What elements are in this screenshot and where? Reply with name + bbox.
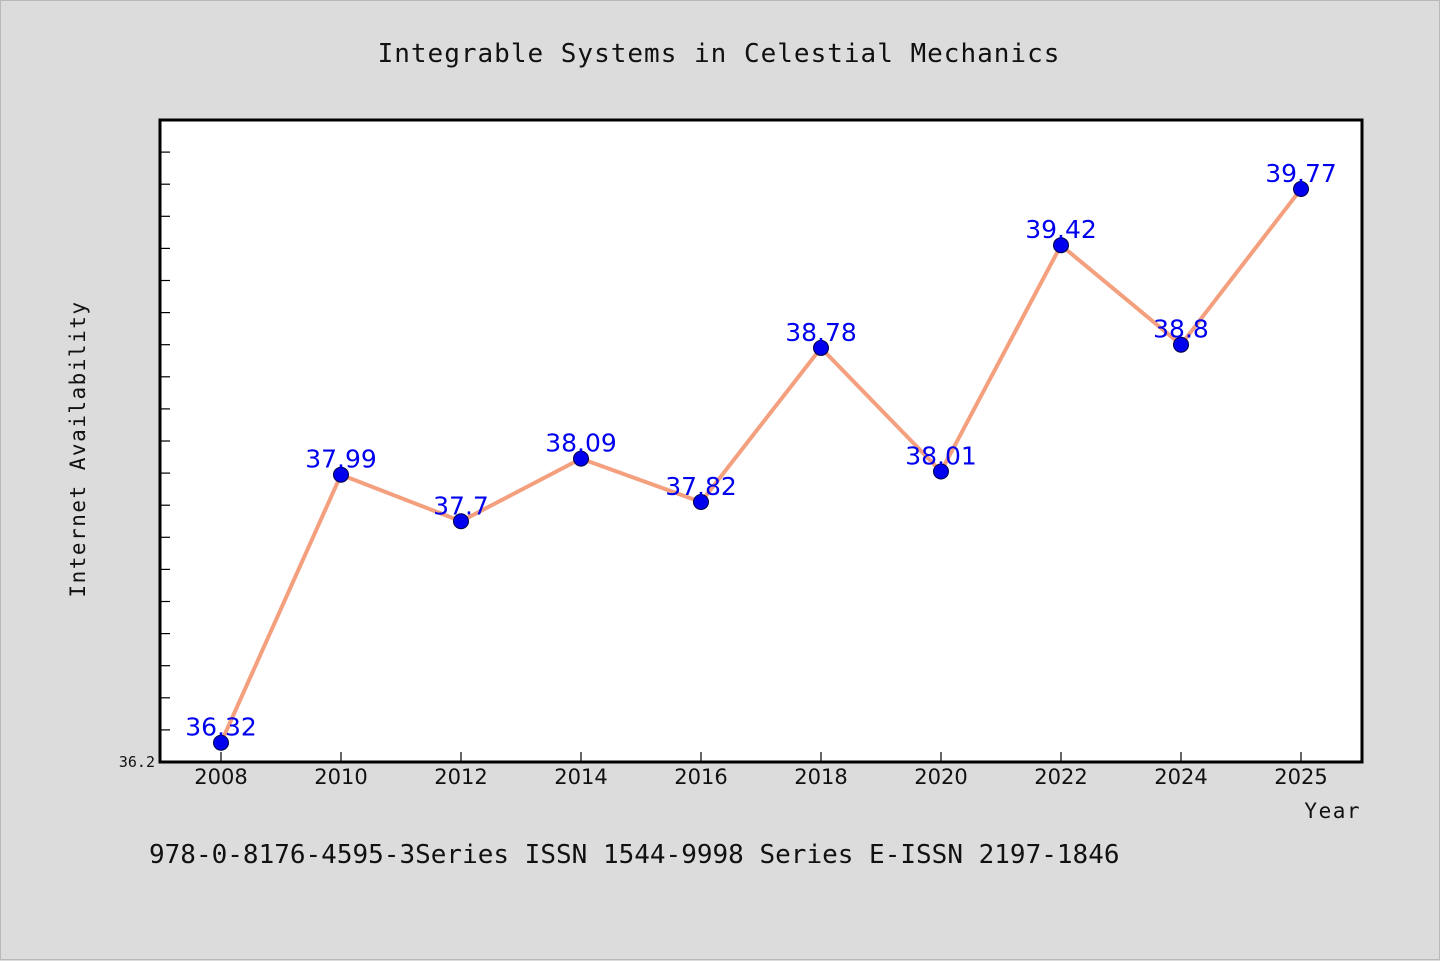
data-label: 37.99 [305, 445, 377, 474]
footer-text: 978-0-8176-4595-3Series ISSN 1544-9998 S… [149, 840, 1120, 870]
data-point [933, 463, 949, 480]
data-label: 38.78 [785, 318, 857, 347]
data-point [1053, 237, 1069, 254]
x-axis-label: Year [1304, 799, 1361, 823]
data-label: 39.42 [1025, 215, 1097, 244]
x-axis-ticks: 2008 2010 2012 2014 2016 2018 2020 2022 2024 2025 [194, 752, 1328, 789]
data-point [693, 493, 709, 510]
data-point [1173, 336, 1189, 353]
x-tick-label: 2012 [434, 765, 487, 789]
plot-area [158, 118, 1364, 764]
x-tick-label: 2020 [914, 765, 967, 789]
x-tick-label: 2010 [314, 765, 367, 789]
y-tick-label: 36.2 [119, 753, 155, 771]
chart-title: Integrable Systems in Celestial Mechanic… [378, 39, 1061, 69]
x-tick-label: 2008 [194, 765, 247, 789]
data-label: 39.77 [1265, 159, 1337, 188]
x-tick-label: 2014 [554, 765, 607, 789]
x-tick-label: 2025 [1274, 765, 1327, 789]
data-label: 37.7 [433, 491, 489, 520]
series-layer: 36.32 37.99 37.7 38.09 37.82 38.78 38.01 39.42 3… [185, 159, 1337, 751]
data-point [453, 513, 469, 530]
x-tick-label: 2024 [1154, 765, 1207, 789]
data-point [333, 466, 349, 483]
data-point [1293, 181, 1309, 198]
x-tick-label: 2022 [1034, 765, 1087, 789]
data-label: 36.32 [185, 713, 257, 742]
y-axis-ticks [160, 119, 170, 763]
data-label: 38.01 [905, 441, 977, 470]
data-point [213, 734, 229, 751]
x-tick-label: 2016 [674, 765, 727, 789]
data-label: 38.09 [545, 429, 617, 458]
series-line [219, 187, 1303, 745]
data-point [813, 339, 829, 356]
data-label: 38.8 [1153, 315, 1209, 344]
data-label: 37.82 [665, 472, 737, 501]
data-point [573, 450, 589, 467]
y-axis-label: Internet Availability [66, 300, 90, 597]
x-tick-label: 2018 [794, 765, 847, 789]
